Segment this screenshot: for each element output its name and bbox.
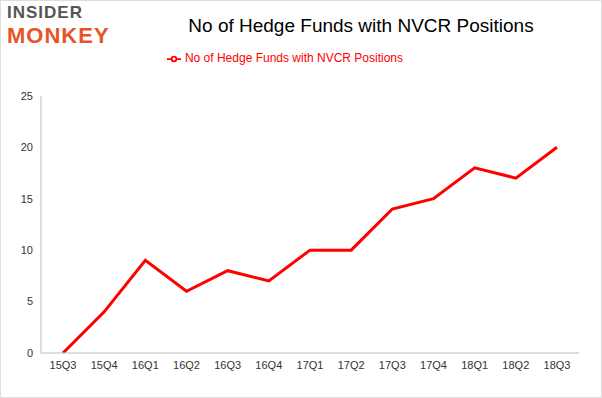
svg-text:10: 10 (21, 244, 33, 256)
svg-text:17Q1: 17Q1 (297, 359, 324, 371)
svg-text:5: 5 (27, 295, 33, 307)
svg-text:16Q1: 16Q1 (132, 359, 159, 371)
svg-text:18Q3: 18Q3 (544, 359, 571, 371)
svg-text:16Q3: 16Q3 (214, 359, 241, 371)
html-text:No of Hedge Funds with NVCR Po: No of Hedge Funds with NVCR Positions (188, 15, 534, 36)
svg-text:15Q4: 15Q4 (91, 359, 118, 371)
html-text:No of Hedge Funds with NVCR Po: No of Hedge Funds with NVCR Positions (184, 51, 403, 65)
svg-text:17Q3: 17Q3 (379, 359, 406, 371)
html-text:INSIDER: INSIDER (7, 3, 83, 22)
svg-text:16Q2: 16Q2 (173, 359, 200, 371)
svg-text:17Q2: 17Q2 (338, 359, 365, 371)
svg-text:17Q4: 17Q4 (420, 359, 447, 371)
svg-text:20: 20 (21, 141, 33, 153)
svg-text:18Q2: 18Q2 (502, 359, 529, 371)
html-text:MONKEY: MONKEY (7, 23, 110, 48)
svg-text:0: 0 (27, 347, 33, 359)
svg-text:15Q3: 15Q3 (50, 359, 77, 371)
svg-text:25: 25 (21, 90, 33, 102)
svg-text:15: 15 (21, 193, 33, 205)
svg-text:18Q1: 18Q1 (461, 359, 488, 371)
svg-text:16Q4: 16Q4 (255, 359, 282, 371)
